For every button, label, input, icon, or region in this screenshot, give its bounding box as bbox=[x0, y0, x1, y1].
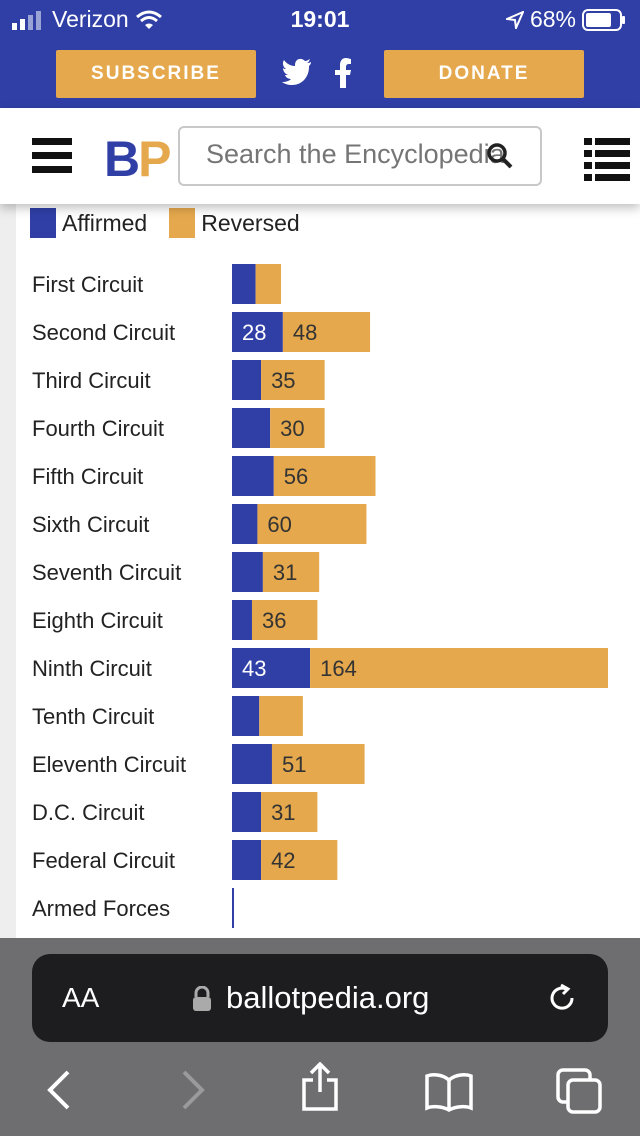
bar-reversed bbox=[259, 696, 303, 736]
legend-swatch-affirmed bbox=[30, 208, 56, 238]
category-label: First Circuit bbox=[32, 272, 143, 297]
data-label: 51 bbox=[282, 752, 306, 777]
bar-affirmed bbox=[232, 792, 262, 832]
back-icon[interactable] bbox=[44, 1068, 74, 1117]
url-text: ballotpedia.org bbox=[226, 980, 430, 1015]
subscribe-button[interactable]: SUBSCRIBE bbox=[56, 50, 256, 98]
bar-reversed bbox=[251, 600, 318, 640]
bar-reversed bbox=[255, 264, 282, 304]
data-label: 164 bbox=[320, 656, 357, 681]
signal-icon bbox=[12, 10, 41, 30]
bar-reversed bbox=[261, 792, 318, 832]
search-icon[interactable] bbox=[486, 142, 514, 170]
category-label: Second Circuit bbox=[32, 320, 175, 345]
battery-info: 68% bbox=[505, 6, 626, 33]
facebook-icon[interactable] bbox=[334, 58, 352, 88]
bar-reversed bbox=[257, 504, 367, 544]
search-input[interactable] bbox=[204, 138, 518, 171]
data-label: 43 bbox=[242, 656, 266, 681]
hamburger-menu-icon[interactable] bbox=[32, 136, 72, 176]
data-label: 36 bbox=[262, 608, 286, 633]
chart-area: Affirmed Reversed First Circuit Second Ci… bbox=[0, 204, 640, 938]
category-label: Third Circuit bbox=[32, 368, 151, 393]
address-bar[interactable]: AA ballotpedia.org bbox=[32, 954, 608, 1042]
forward-icon[interactable] bbox=[178, 1068, 208, 1117]
bar-reversed bbox=[310, 648, 608, 688]
bar-reversed bbox=[261, 360, 325, 400]
browser-nav bbox=[0, 1061, 640, 1122]
bar-affirmed bbox=[232, 408, 271, 448]
chart-legend: Affirmed Reversed bbox=[30, 208, 300, 238]
bookmarks-icon[interactable] bbox=[424, 1072, 474, 1117]
location-arrow-icon bbox=[505, 10, 524, 29]
bar-affirmed bbox=[232, 360, 262, 400]
donate-button[interactable]: DONATE bbox=[384, 50, 584, 98]
category-label: Federal Circuit bbox=[32, 848, 175, 873]
text-size-button[interactable]: AA bbox=[62, 982, 100, 1013]
action-bar: SUBSCRIBE DONATE bbox=[0, 40, 640, 108]
tabs-icon[interactable] bbox=[556, 1068, 604, 1119]
bar-affirmed bbox=[232, 312, 283, 352]
category-label: Armed Forces bbox=[32, 896, 170, 921]
reload-icon[interactable] bbox=[546, 982, 578, 1014]
category-label: Sixth Circuit bbox=[32, 512, 149, 537]
carrier-info: Verizon bbox=[12, 6, 163, 33]
logo-letter-p: P bbox=[138, 131, 171, 187]
legend-label-affirmed: Affirmed bbox=[62, 209, 148, 236]
bar-affirmed bbox=[232, 456, 274, 496]
battery-icon bbox=[582, 8, 625, 31]
clock: 19:01 bbox=[290, 6, 350, 32]
category-label: Fifth Circuit bbox=[32, 464, 143, 489]
bar-affirmed bbox=[232, 600, 252, 640]
category-label: Fourth Circuit bbox=[32, 416, 164, 441]
social-links bbox=[282, 58, 352, 88]
data-label: 30 bbox=[280, 416, 304, 441]
twitter-icon[interactable] bbox=[282, 58, 312, 86]
logo-letter-b: B bbox=[104, 131, 140, 187]
category-label: Eighth Circuit bbox=[32, 608, 163, 633]
legend-swatch-reversed bbox=[169, 208, 196, 238]
data-label: 56 bbox=[284, 464, 308, 489]
bar-reversed bbox=[270, 408, 325, 448]
category-label: Ninth Circuit bbox=[32, 656, 152, 681]
site-header: BP bbox=[0, 108, 640, 204]
data-label: 31 bbox=[271, 800, 295, 825]
data-label: 28 bbox=[242, 320, 266, 345]
chart-card: Affirmed Reversed First Circuit Second Ci… bbox=[16, 204, 640, 938]
share-icon[interactable] bbox=[300, 1061, 340, 1117]
bar-affirmed bbox=[232, 504, 258, 544]
category-label: Eleventh Circuit bbox=[32, 752, 186, 777]
bar-affirmed bbox=[232, 840, 262, 880]
bar-reversed bbox=[271, 744, 365, 784]
battery-percent: 68% bbox=[529, 6, 576, 32]
wifi-icon bbox=[135, 10, 162, 29]
lock-icon bbox=[193, 986, 211, 1011]
carrier-name: Verizon bbox=[52, 6, 129, 32]
category-label: D.C. Circuit bbox=[32, 800, 144, 825]
status-bar: Verizon 19:01 68% bbox=[0, 0, 640, 40]
bar-affirmed bbox=[232, 888, 234, 928]
bar-reversed bbox=[262, 552, 320, 592]
bar-affirmed bbox=[232, 744, 272, 784]
data-label: 35 bbox=[271, 368, 295, 393]
search-box bbox=[178, 126, 542, 186]
bar-affirmed bbox=[232, 696, 260, 736]
browser-toolbar: AA ballotpedia.org bbox=[0, 938, 640, 1136]
bar-reversed bbox=[282, 312, 371, 352]
category-label: Tenth Circuit bbox=[32, 704, 154, 729]
data-label: 48 bbox=[293, 320, 317, 345]
bar-reversed bbox=[273, 456, 376, 496]
data-label: 42 bbox=[271, 848, 295, 873]
category-label: Seventh Circuit bbox=[32, 560, 181, 585]
bar-affirmed bbox=[232, 552, 263, 592]
list-menu-icon[interactable] bbox=[584, 136, 630, 182]
bar-reversed bbox=[261, 840, 338, 880]
data-label: 60 bbox=[267, 512, 291, 537]
data-label: 31 bbox=[273, 560, 297, 585]
bar-affirmed bbox=[232, 648, 311, 688]
legend-label-reversed: Reversed bbox=[201, 209, 300, 236]
site-logo[interactable]: BP bbox=[104, 130, 171, 188]
bar-chart: First Circuit Second Circuit 28 48 Third Cir… bbox=[32, 264, 608, 928]
bar-affirmed bbox=[232, 264, 256, 304]
